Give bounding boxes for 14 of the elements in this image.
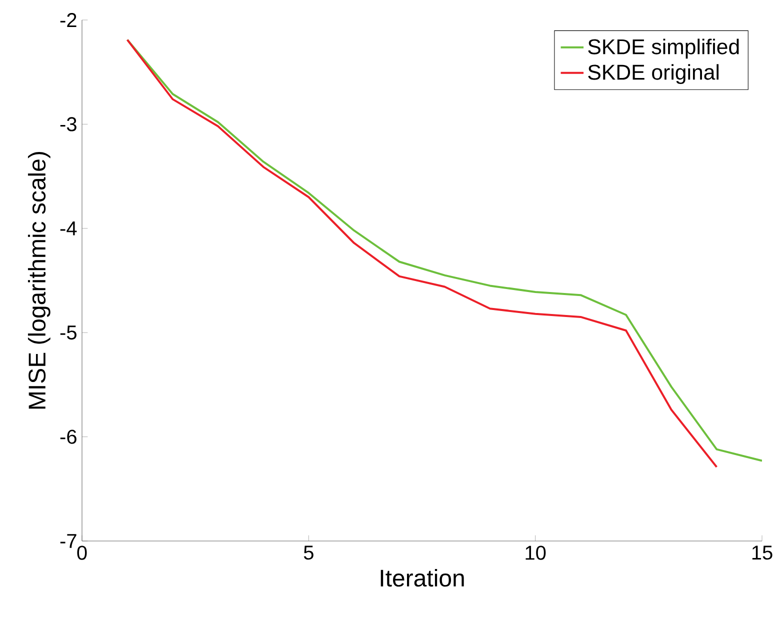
x-tick-label: 5	[304, 546, 314, 560]
legend-label: SKDE original	[588, 64, 719, 84]
y-tick-label: -6	[60, 430, 76, 444]
x-tick-label: 10	[526, 546, 546, 560]
x-axis-title: Iteration	[380, 569, 464, 587]
x-tick-label: 0	[77, 546, 87, 560]
y-tick-label: -4	[60, 222, 77, 236]
legend-label: SKDE simplified	[588, 38, 739, 59]
y-tick-label: -5	[60, 326, 76, 340]
y-tick-label: -7	[60, 534, 76, 548]
y-tick-label: -2	[60, 13, 76, 27]
y-tick-label: -3	[60, 117, 76, 132]
x-tick-label: 15	[752, 546, 772, 560]
y-axis-title: MISE (logarithmic scale)	[28, 152, 50, 409]
